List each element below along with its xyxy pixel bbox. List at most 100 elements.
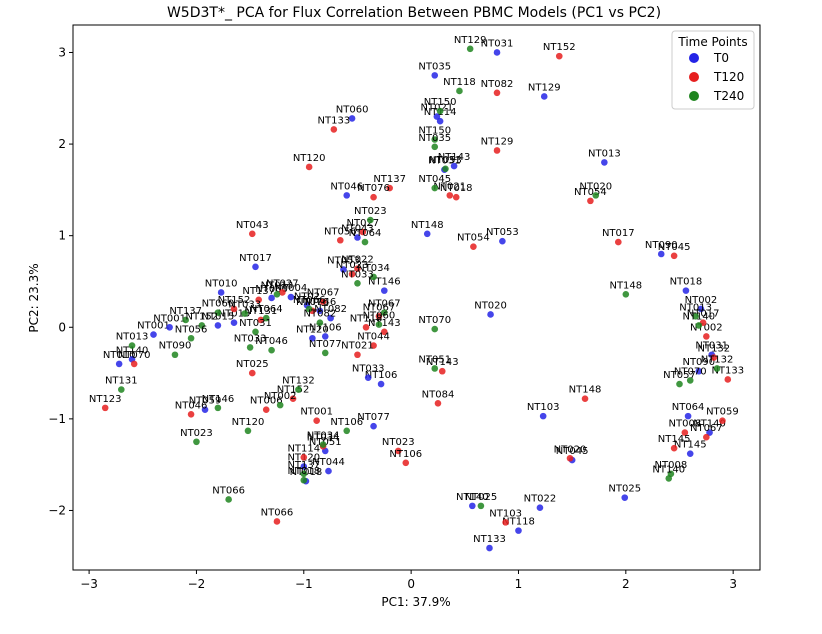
data-point xyxy=(198,322,206,329)
data-point xyxy=(354,351,361,359)
data-point xyxy=(171,351,179,359)
point-label: NT077 xyxy=(309,339,342,350)
point-label: NT035 xyxy=(418,133,451,144)
y-axis-label: PC2: 23.3% xyxy=(27,263,41,332)
y-tick-label: −2 xyxy=(48,503,66,517)
point-label: NT025 xyxy=(465,492,498,503)
data-point xyxy=(319,441,327,448)
data-point xyxy=(262,314,270,322)
point-label: NT013 xyxy=(679,302,712,313)
data-point xyxy=(359,228,367,236)
data-point xyxy=(446,192,454,199)
data-point xyxy=(327,314,334,322)
data-point xyxy=(477,502,485,510)
data-point xyxy=(370,342,377,349)
data-point xyxy=(423,230,431,238)
data-point xyxy=(375,312,383,320)
point-label: NT120 xyxy=(232,417,265,428)
data-point xyxy=(433,113,441,120)
legend-entry: T0 xyxy=(713,51,729,65)
data-point xyxy=(166,323,173,331)
point-label: NT120 xyxy=(293,153,326,164)
data-point xyxy=(246,344,254,351)
data-point xyxy=(431,143,439,151)
point-label: NT018 xyxy=(440,183,473,194)
point-label: NT027 xyxy=(266,278,299,289)
point-label: NT140 xyxy=(456,492,489,503)
series-t240: NT129NT118NT150NT150NT035NT053NT045NT020… xyxy=(105,35,734,510)
data-point xyxy=(431,72,439,79)
point-label: NT017 xyxy=(687,309,720,320)
data-point xyxy=(431,365,439,372)
data-point xyxy=(201,406,209,414)
legend-marker xyxy=(689,53,699,63)
point-label: NT046 xyxy=(255,336,288,347)
point-label: NT056 xyxy=(324,226,357,237)
data-point xyxy=(710,354,718,361)
data-point xyxy=(130,360,138,368)
data-point xyxy=(187,334,195,342)
y-tick-label: −1 xyxy=(48,412,66,426)
data-point xyxy=(566,454,574,462)
point-label: NT118 xyxy=(350,313,383,324)
data-point xyxy=(581,395,589,403)
point-label: NT021 xyxy=(341,341,374,352)
data-point xyxy=(487,311,494,318)
x-axis-label: PC1: 37.9% xyxy=(381,595,450,609)
data-point xyxy=(225,496,232,503)
x-tick-label: −3 xyxy=(80,577,98,591)
point-label: NT033 xyxy=(234,333,267,344)
data-point xyxy=(305,305,313,313)
data-point xyxy=(252,328,259,336)
point-label: NT076 xyxy=(296,297,329,308)
point-label: NT118 xyxy=(443,77,476,88)
data-point xyxy=(101,404,109,412)
point-label: NT076 xyxy=(357,183,390,194)
point-label: NT132 xyxy=(701,354,734,365)
data-point xyxy=(470,243,477,250)
data-point xyxy=(268,346,275,354)
point-label: NT013 xyxy=(116,332,149,343)
point-label: NT070 xyxy=(674,366,707,377)
point-label: NT020 xyxy=(474,300,507,311)
data-point xyxy=(305,163,313,171)
legend-entry: T240 xyxy=(713,89,744,103)
legend: Time Points T0 T120 T240 xyxy=(671,30,755,110)
data-point xyxy=(703,433,710,441)
data-point xyxy=(367,216,374,224)
point-label: NT051 xyxy=(418,354,451,365)
point-label: NT031 xyxy=(239,318,272,329)
data-point xyxy=(361,238,369,246)
data-point xyxy=(621,494,629,501)
point-label: NT137 xyxy=(373,174,406,185)
point-label: NT044 xyxy=(312,457,345,468)
data-point xyxy=(681,429,689,436)
data-point xyxy=(325,467,332,475)
y-tick-label: 3 xyxy=(58,45,66,59)
data-point xyxy=(295,386,302,393)
data-point xyxy=(670,252,678,260)
point-label: NT133 xyxy=(473,534,506,545)
point-label: NT152 xyxy=(185,311,218,322)
point-label: NT137 xyxy=(287,460,320,471)
legend-box xyxy=(671,30,755,110)
point-label: NT084 xyxy=(422,389,455,400)
data-point xyxy=(230,319,238,326)
point-label: NT002 xyxy=(264,391,297,402)
data-point xyxy=(456,87,463,95)
point-label: NT148 xyxy=(411,220,444,231)
data-point xyxy=(377,380,385,388)
data-point xyxy=(354,234,361,241)
data-point xyxy=(719,417,726,424)
point-label: NT060 xyxy=(255,284,288,295)
point-label: NT001 xyxy=(137,321,170,332)
data-point xyxy=(241,310,249,317)
point-label: NT132 xyxy=(697,343,730,354)
chart-title: W5D3T*_ PCA for Flux Correlation Between… xyxy=(167,5,661,21)
point-label: NT022 xyxy=(524,494,557,505)
point-label: NT103 xyxy=(489,508,522,519)
point-label: NT064 xyxy=(672,402,705,413)
data-point xyxy=(273,518,281,525)
